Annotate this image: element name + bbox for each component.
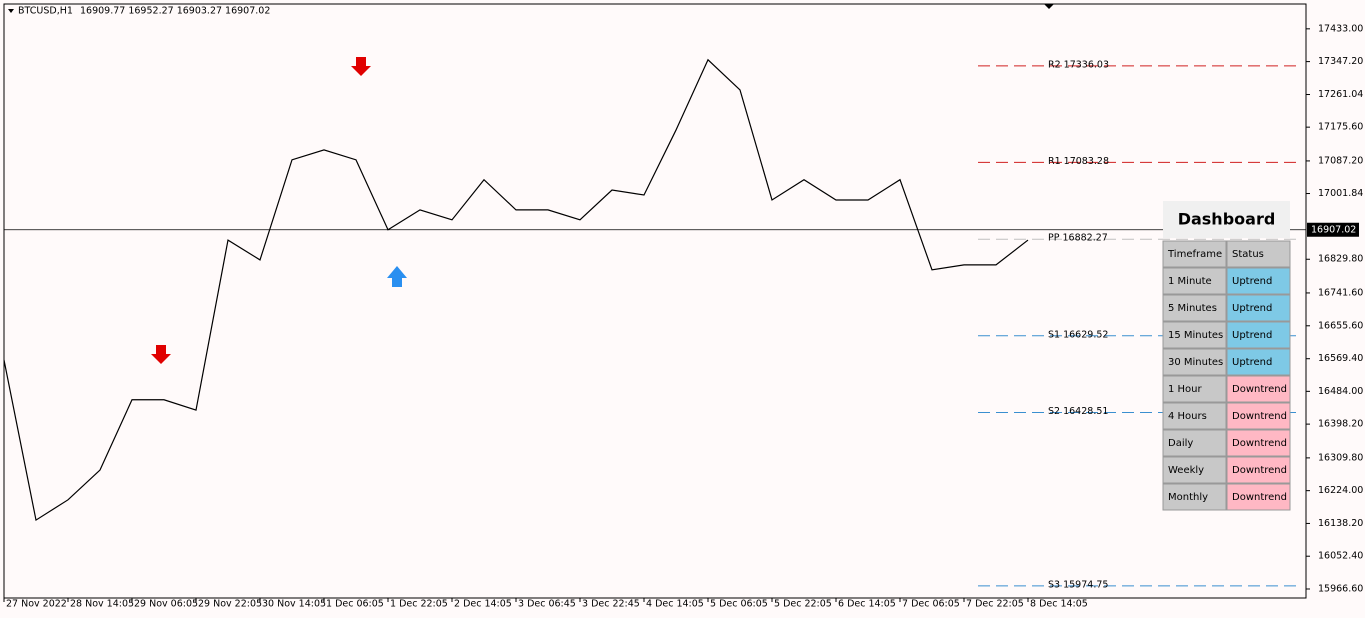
dashboard-row-text: Weekly [1168, 465, 1204, 476]
x-tick-label: 2 Dec 14:05 [454, 599, 512, 610]
dashboard-row-text: 5 Minutes [1168, 303, 1217, 314]
x-tick-label: 7 Dec 06:05 [902, 599, 960, 610]
dashboard-row-cell [1162, 429, 1227, 457]
dashboard-row-text: Downtrend [1232, 411, 1287, 422]
current-price-box [1307, 222, 1359, 237]
x-tick-label: 1 Dec 22:05 [390, 599, 448, 610]
pivot-label: S2 16428.51 [1048, 406, 1108, 417]
dashboard-row-cell [1162, 267, 1227, 295]
x-tick-label: 29 Nov 22:05 [198, 599, 262, 610]
x-tick-label: 5 Dec 06:05 [710, 599, 768, 610]
y-tick-label: 17001.84 [1318, 188, 1363, 199]
x-tick-label: 29 Nov 06:05 [134, 599, 198, 610]
pivot-label: S1 16629.52 [1048, 329, 1108, 340]
x-tick-label: 28 Nov 14:05 [70, 599, 134, 610]
dashboard-row-text: Uptrend [1232, 357, 1272, 368]
y-tick-label: 16655.60 [1318, 320, 1363, 331]
x-tick-label: 3 Dec 06:45 [518, 599, 576, 610]
pivot-label: R1 17083.28 [1048, 156, 1109, 167]
dashboard-row-text: 30 Minutes [1168, 357, 1223, 368]
y-tick-label: 15966.60 [1318, 583, 1363, 594]
y-tick-label: 16138.20 [1318, 518, 1363, 529]
dashboard-title: Dashboard [1178, 210, 1276, 229]
dashboard-row-cell [1226, 402, 1291, 430]
dashboard-header-cell [1226, 240, 1291, 268]
y-tick-label: 17433.00 [1318, 23, 1363, 34]
x-tick-label: 30 Nov 14:05 [262, 599, 326, 610]
pivot-label: S3 15974.75 [1048, 579, 1108, 590]
symbol: BTCUSD,H1 [18, 6, 73, 17]
x-tick-label: 7 Dec 22:05 [966, 599, 1024, 610]
dashboard-row-text: Downtrend [1232, 492, 1287, 503]
sell-arrow [151, 345, 171, 364]
dashboard-row-cell [1162, 402, 1227, 430]
pivot-label: PP 16882.27 [1048, 233, 1108, 244]
dashboard-row-cell [1226, 348, 1291, 376]
dashboard-header-cell [1162, 240, 1227, 268]
dashboard-row-text: Downtrend [1232, 465, 1287, 476]
x-tick-label: 6 Dec 14:05 [838, 599, 896, 610]
dashboard-row-cell [1226, 375, 1291, 403]
menu-arrow[interactable] [8, 9, 14, 13]
dashboard-row-cell [1162, 375, 1227, 403]
plot-frame [3, 3, 1307, 599]
x-tick-label: 4 Dec 14:05 [646, 599, 704, 610]
x-tick-label: 27 Nov 2022 [6, 599, 67, 610]
dashboard-row-text: 15 Minutes [1168, 330, 1223, 341]
dashboard-row-cell [1226, 294, 1291, 322]
pivot-label: R2 17336.03 [1048, 59, 1109, 70]
x-tick-label: 5 Dec 22:05 [774, 599, 832, 610]
dashboard-row-text: 1 Hour [1168, 384, 1203, 395]
dashboard-row-cell [1226, 429, 1291, 457]
shift-marker [1044, 4, 1054, 9]
dashboard-row-cell [1162, 321, 1227, 349]
x-tick-label: 3 Dec 22:45 [582, 599, 640, 610]
dashboard-row-text: Uptrend [1232, 330, 1272, 341]
y-tick-label: 17087.20 [1318, 155, 1363, 166]
dashboard-row-cell [1162, 294, 1227, 322]
y-tick-label: 16829.80 [1318, 254, 1363, 265]
y-tick-label: 16224.00 [1318, 485, 1363, 496]
buy-arrow [387, 266, 407, 287]
dashboard-row-cell [1162, 483, 1227, 511]
y-tick-label: 17347.20 [1318, 56, 1363, 67]
current-price-label: 16907.02 [1311, 224, 1356, 235]
dashboard-row-text: Downtrend [1232, 384, 1287, 395]
y-tick-label: 16569.40 [1318, 353, 1363, 364]
dashboard-header-text: Status [1232, 249, 1264, 260]
dashboard-title-bg [1163, 201, 1290, 238]
dashboard-row-text: 4 Hours [1168, 411, 1207, 422]
dashboard-header-text: Timeframe [1167, 249, 1222, 260]
y-tick-label: 16741.60 [1318, 287, 1363, 298]
y-tick-label: 16309.80 [1318, 452, 1363, 463]
y-tick-label: 16398.20 [1318, 419, 1363, 430]
dashboard-row-text: Monthly [1168, 492, 1208, 503]
dashboard-row-text: 1 Minute [1168, 276, 1212, 287]
quote: 16909.77 16952.27 16903.27 16907.02 [80, 6, 270, 17]
price-line [3, 58, 1029, 522]
dashboard-row-cell [1226, 321, 1291, 349]
y-tick-label: 17175.60 [1318, 122, 1363, 133]
dashboard-row-text: Daily [1168, 438, 1193, 449]
y-tick-label: 17261.04 [1318, 89, 1363, 100]
x-tick-label: 1 Dec 06:05 [326, 599, 384, 610]
y-tick-label: 16484.00 [1318, 386, 1363, 397]
dashboard-row-cell [1162, 456, 1227, 484]
dashboard-row-text: Uptrend [1232, 276, 1272, 287]
dashboard-row-text: Downtrend [1232, 438, 1287, 449]
y-tick-label: 16052.40 [1318, 551, 1363, 562]
dashboard-row-cell [1226, 483, 1291, 511]
dashboard-row-cell [1226, 456, 1291, 484]
sell-arrow [351, 57, 371, 76]
dashboard-row-text: Uptrend [1232, 303, 1272, 314]
x-tick-label: 8 Dec 14:05 [1030, 599, 1088, 610]
dashboard-row-cell [1162, 348, 1227, 376]
dashboard-row-cell [1226, 267, 1291, 295]
